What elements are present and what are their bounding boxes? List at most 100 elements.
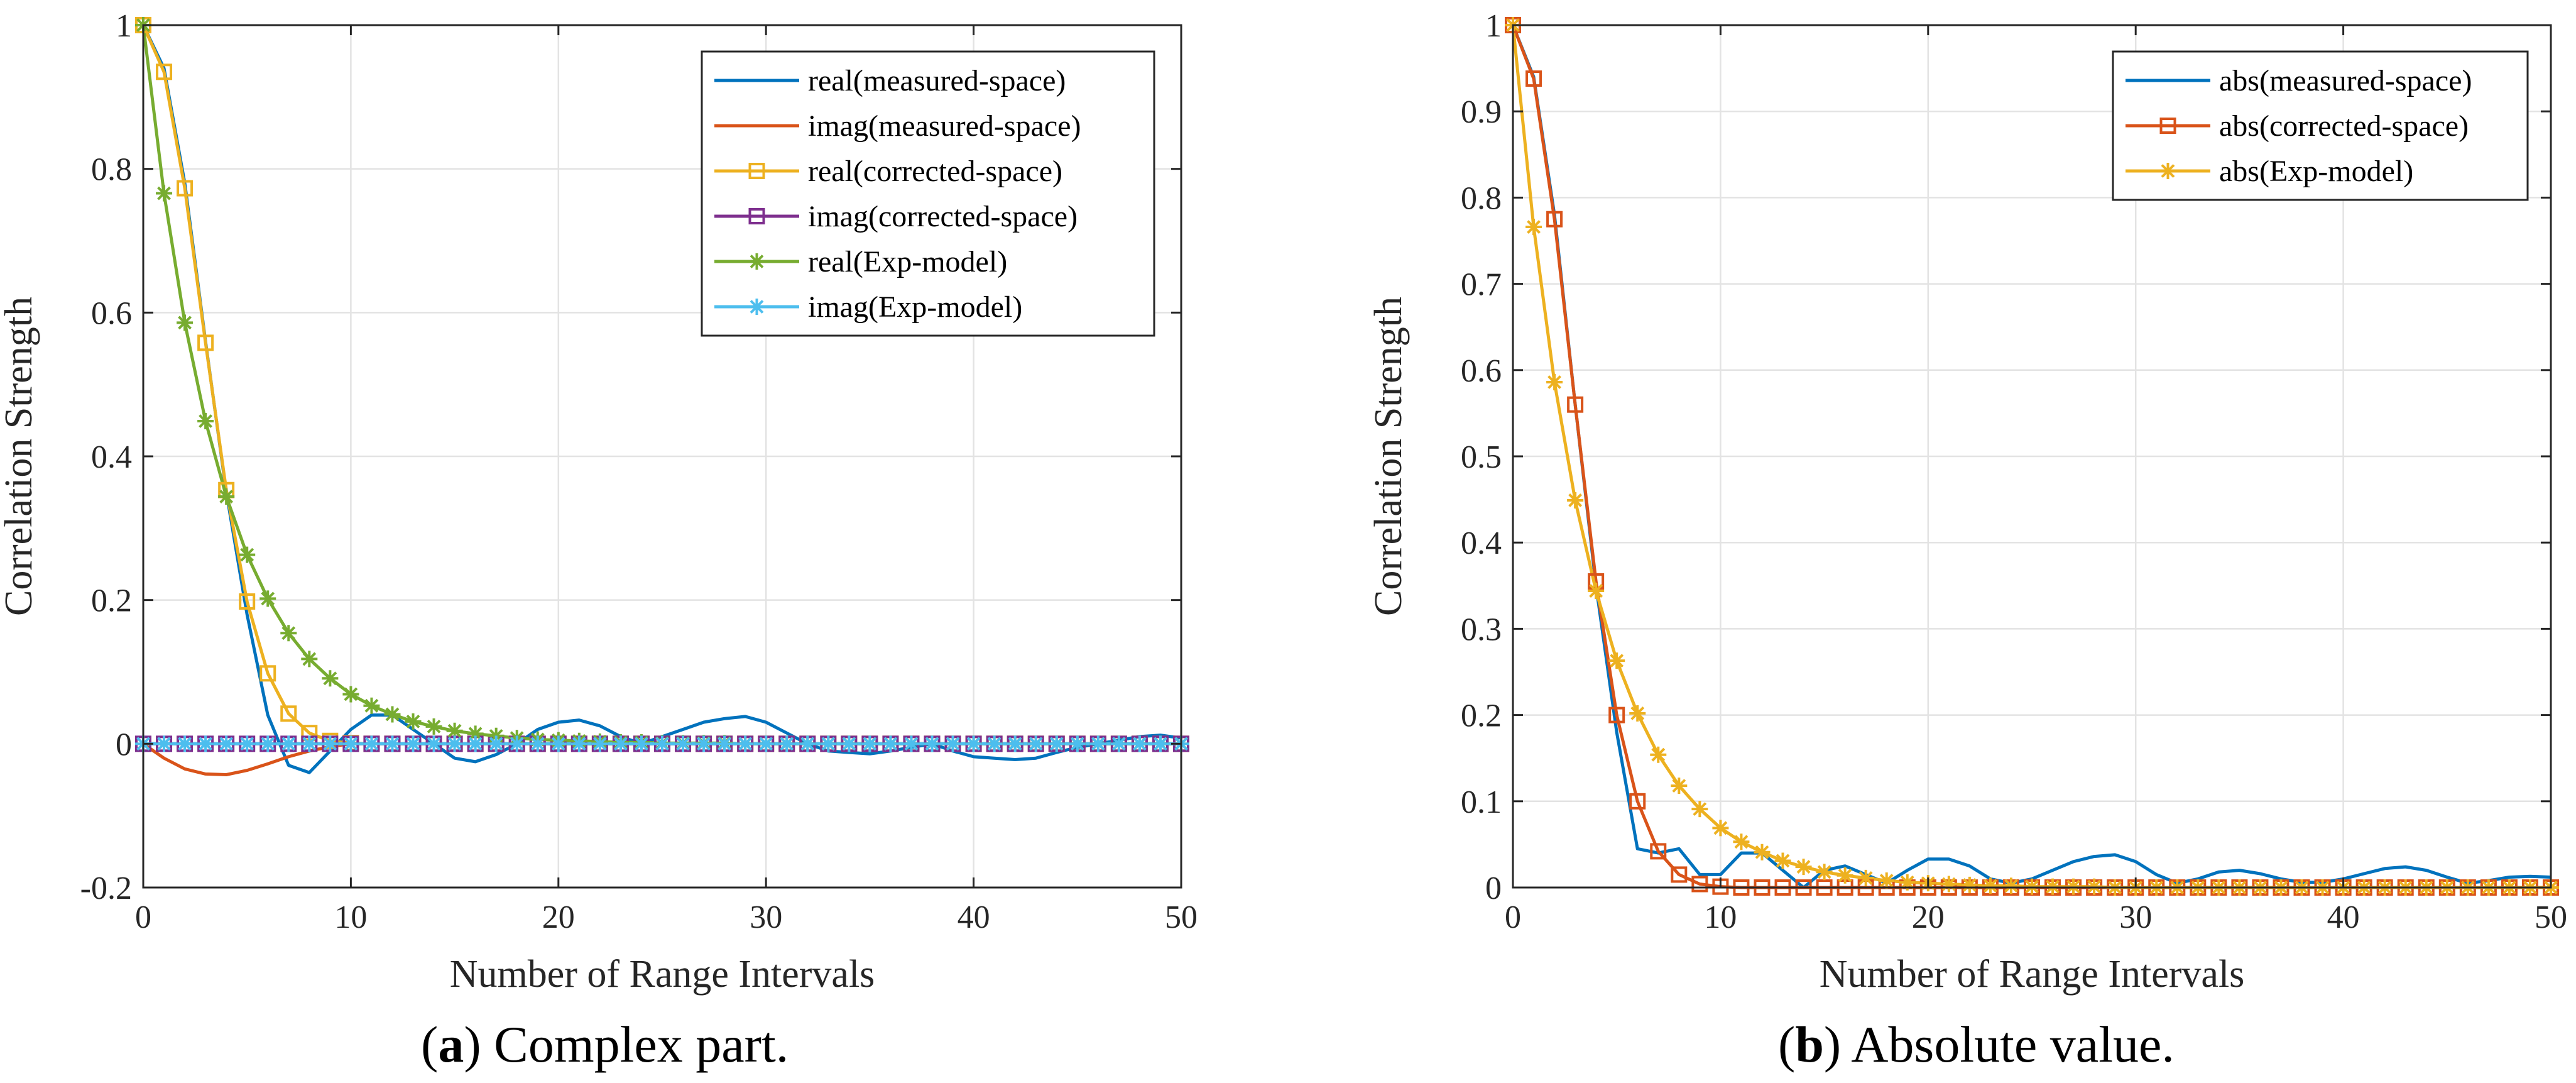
data-point bbox=[384, 735, 401, 752]
legend-label-imag-exp-model: imag(Exp-model) bbox=[808, 290, 1022, 324]
y-tick-label: 0.9 bbox=[1461, 94, 1502, 130]
legend-label-abs-exp-model: abs(Exp-model) bbox=[2219, 155, 2413, 188]
y-tick-label: 0.4 bbox=[91, 439, 132, 475]
data-point bbox=[467, 725, 484, 742]
legend-marker-imag-exp-model bbox=[748, 299, 765, 315]
data-point bbox=[1131, 735, 1148, 752]
x-tick-label: 10 bbox=[334, 899, 367, 935]
data-point bbox=[1027, 735, 1044, 752]
data-point bbox=[156, 735, 173, 752]
data-point bbox=[799, 735, 816, 752]
data-point bbox=[280, 625, 297, 642]
data-point bbox=[342, 735, 359, 752]
data-point bbox=[591, 735, 608, 752]
data-point bbox=[446, 735, 463, 752]
data-point bbox=[841, 735, 858, 752]
caption-close-paren: ) bbox=[464, 1016, 481, 1073]
data-point bbox=[1152, 735, 1169, 752]
data-point bbox=[1982, 877, 1999, 894]
caption-absolute-value: (b) Absolute value. bbox=[1778, 1015, 2175, 1074]
data-point bbox=[218, 735, 235, 752]
data-point bbox=[1816, 864, 1833, 881]
data-point bbox=[446, 722, 463, 739]
chart-absolute-value: 0 10 20 30 40 50 0 0.1 0.2 0.3 0.4 0.5 0.6 0.7 0.8 0.9 1… bbox=[1367, 8, 2567, 996]
data-point bbox=[1629, 793, 1646, 810]
data-point bbox=[488, 735, 505, 752]
data-point bbox=[550, 735, 567, 752]
data-point bbox=[342, 686, 359, 703]
data-point bbox=[2002, 877, 2019, 894]
data-point bbox=[1691, 801, 1708, 818]
data-point bbox=[882, 735, 899, 752]
data-point bbox=[239, 735, 256, 752]
data-point bbox=[363, 697, 380, 714]
x-tick-label: 20 bbox=[542, 899, 575, 935]
data-point bbox=[280, 705, 297, 722]
data-point bbox=[156, 185, 173, 202]
legend-label-real-measured-space: real(measured-space) bbox=[808, 64, 1066, 97]
y-tick-label: 0.6 bbox=[1461, 353, 1502, 389]
data-point bbox=[944, 735, 961, 752]
data-point bbox=[363, 735, 380, 752]
legend-label-real-exp-model: real(Exp-model) bbox=[808, 245, 1007, 278]
legend-label-abs-measured-space: abs(measured-space) bbox=[2219, 64, 2472, 97]
legend-marker-abs-exp-model bbox=[2159, 163, 2176, 179]
data-point bbox=[259, 735, 276, 752]
data-point bbox=[654, 735, 670, 752]
legend-marker-real-corrected-space bbox=[748, 163, 765, 179]
data-point bbox=[986, 735, 1003, 752]
data-point bbox=[1733, 833, 1750, 850]
data-point bbox=[384, 706, 401, 723]
data-point bbox=[612, 735, 629, 752]
y-tick-label: 0.2 bbox=[1461, 698, 1502, 734]
data-point bbox=[259, 665, 276, 682]
legend-label-imag-measured-space: imag(measured-space) bbox=[808, 109, 1081, 143]
legend: abs(measured-space) abs(corrected-space) a… bbox=[2112, 50, 2529, 201]
legend-box bbox=[701, 50, 1155, 337]
data-point bbox=[1961, 876, 1978, 893]
x-tick-label: 40 bbox=[2327, 899, 2360, 935]
data-point bbox=[1608, 652, 1625, 669]
data-point bbox=[1110, 735, 1127, 752]
x-tick-label: 0 bbox=[135, 899, 151, 935]
y-tick-label: 1 bbox=[1485, 8, 1502, 44]
data-point bbox=[529, 735, 546, 752]
y-tick-label: 0.1 bbox=[1461, 784, 1502, 820]
legend-label-real-corrected-space: real(corrected-space) bbox=[808, 155, 1062, 188]
data-point bbox=[197, 412, 214, 429]
data-point bbox=[1525, 70, 1542, 87]
x-axis-label: Number of Range Intervals bbox=[450, 953, 875, 996]
y-axis-label: Correlation Strength bbox=[0, 297, 40, 616]
data-point bbox=[820, 735, 837, 752]
caption-complex-part: (a) Complex part. bbox=[421, 1015, 789, 1074]
x-axis-label: Number of Range Intervals bbox=[1820, 953, 2245, 996]
data-point bbox=[1588, 583, 1605, 600]
y-tick-label: 0.6 bbox=[91, 295, 132, 331]
data-point bbox=[425, 718, 442, 735]
y-tick-label: 0.8 bbox=[91, 152, 132, 188]
y-axis-label: Correlation Strength bbox=[1367, 297, 1410, 616]
data-point bbox=[425, 735, 442, 752]
data-point bbox=[1795, 859, 1812, 876]
data-point bbox=[218, 488, 235, 505]
data-point bbox=[1650, 746, 1667, 763]
data-point bbox=[467, 735, 484, 752]
data-point bbox=[1567, 492, 1584, 509]
series-markers-imag-exp-model bbox=[135, 735, 1189, 752]
y-tick-label: 1 bbox=[116, 8, 132, 44]
data-point bbox=[239, 593, 256, 610]
legend-label-imag-corrected-space: imag(corrected-space) bbox=[808, 200, 1078, 233]
data-point bbox=[570, 735, 587, 752]
y-tick-label: 0.3 bbox=[1461, 612, 1502, 647]
x-tick-label: 50 bbox=[1165, 899, 1198, 935]
x-tick-label: 10 bbox=[1704, 899, 1737, 935]
data-point bbox=[1007, 735, 1023, 752]
legend-marker-abs-corrected-space bbox=[2159, 118, 2176, 134]
data-point bbox=[1712, 820, 1729, 837]
data-point bbox=[1608, 706, 1625, 723]
data-point bbox=[280, 735, 297, 752]
y-tick-label: 0.2 bbox=[91, 583, 132, 619]
data-point bbox=[197, 735, 214, 752]
data-point bbox=[1525, 219, 1542, 236]
